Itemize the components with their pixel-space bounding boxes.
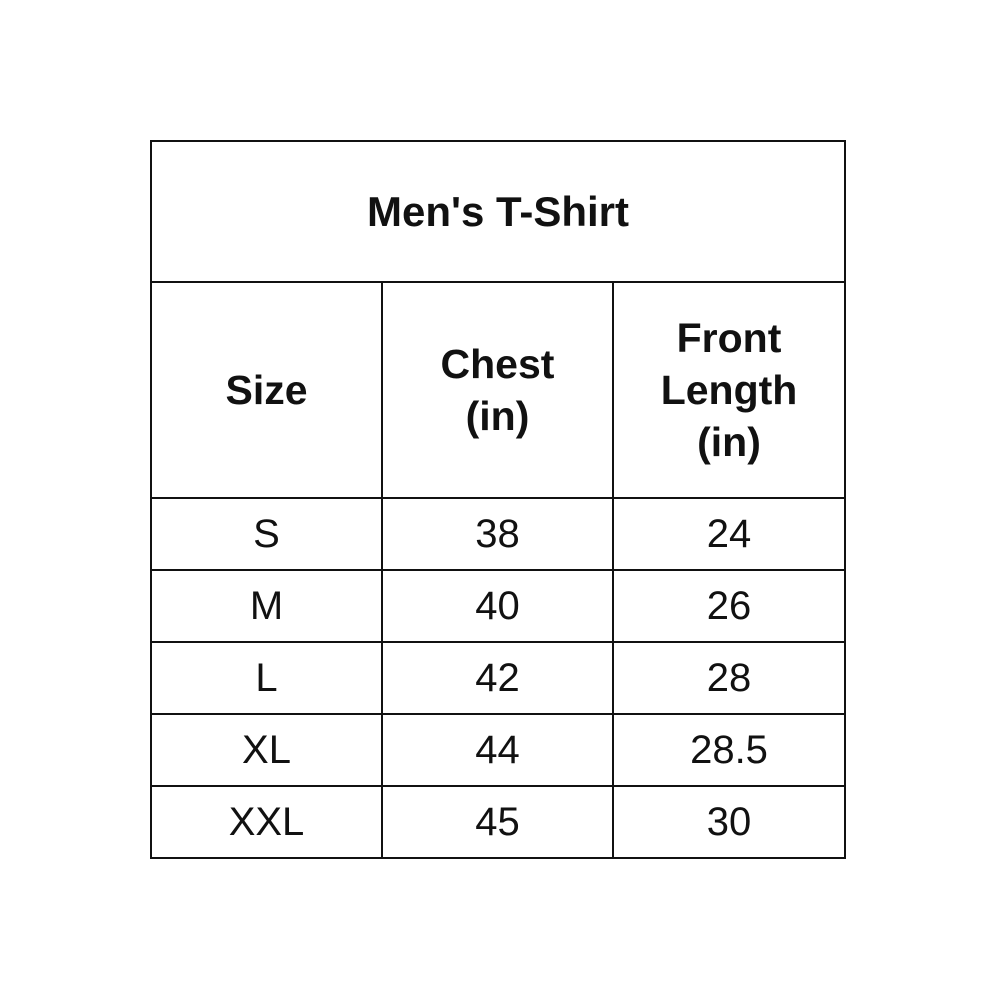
cell-chest: 44 <box>381 713 614 787</box>
cell-size: S <box>150 497 383 571</box>
table-row: S 38 24 <box>150 497 847 571</box>
cell-size: XL <box>150 713 383 787</box>
cell-front-length: 26 <box>611 569 847 643</box>
header-front-length: Front Length (in) <box>611 281 847 499</box>
cell-front-length: 28 <box>611 641 847 715</box>
header-size: Size <box>150 281 383 499</box>
cell-chest: 40 <box>381 569 614 643</box>
cell-chest: 45 <box>381 785 614 859</box>
cell-size: XXL <box>150 785 383 859</box>
header-chest-line1: Chest <box>440 341 555 387</box>
cell-size: M <box>150 569 383 643</box>
header-chest: Chest (in) <box>381 281 614 499</box>
cell-front-length: 24 <box>611 497 847 571</box>
table-row: XXL 45 30 <box>150 785 847 859</box>
cell-front-length: 28.5 <box>611 713 847 787</box>
header-chest-line2: (in) <box>465 393 530 439</box>
header-front-length-line1: Front <box>676 315 782 361</box>
cell-size: L <box>150 641 383 715</box>
table-row: XL 44 28.5 <box>150 713 847 787</box>
header-front-length-line3: (in) <box>697 419 761 465</box>
cell-chest: 42 <box>381 641 614 715</box>
table-row: L 42 28 <box>150 641 847 715</box>
cell-chest: 38 <box>381 497 614 571</box>
table-title: Men's T-Shirt <box>149 140 847 283</box>
table-row: M 40 26 <box>150 569 847 643</box>
cell-front-length: 30 <box>611 785 847 859</box>
header-front-length-line2: Length <box>660 367 798 413</box>
header-row: Size Chest (in) Front Length (in) <box>150 281 847 499</box>
header-size-label: Size <box>225 367 308 413</box>
size-chart-table: Men's T-Shirt Size Chest (in) Front Length… <box>149 140 847 859</box>
